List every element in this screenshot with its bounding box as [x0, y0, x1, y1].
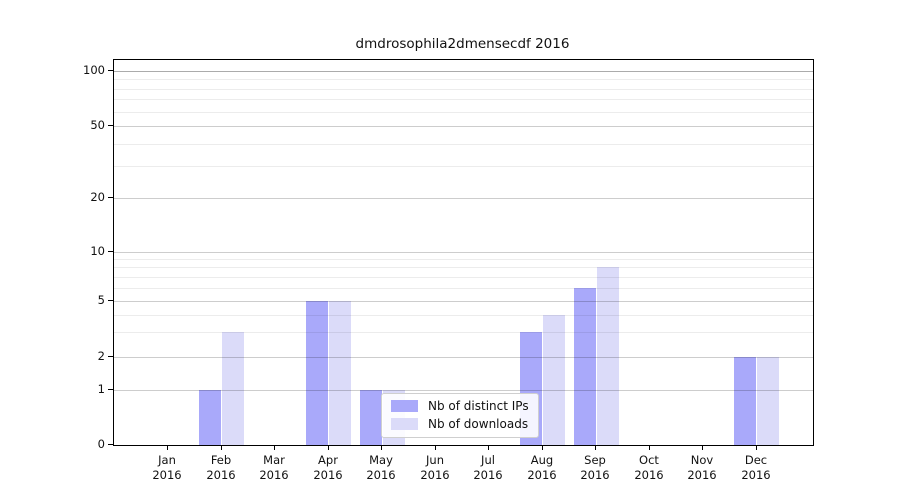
minor-gridline	[114, 277, 813, 278]
x-tick-label: Mar 2016	[259, 453, 289, 482]
x-tick-label: Jun 2016	[420, 453, 450, 482]
bar-downloads	[596, 267, 619, 445]
y-tick-label: 10	[90, 244, 105, 258]
x-tick-mark	[488, 445, 489, 450]
legend-label-downloads: Nb of downloads	[428, 417, 529, 431]
bar-distinct-ips	[734, 356, 756, 445]
x-tick-mark	[542, 445, 543, 450]
x-tick-label: Aug 2016	[527, 453, 557, 482]
x-tick-label: Nov 2016	[687, 453, 717, 482]
major-gridline	[114, 357, 813, 358]
bar-distinct-ips	[199, 390, 221, 445]
chart-title: dmdrosophila2dmensecdf 2016	[355, 36, 570, 52]
major-gridline	[114, 301, 813, 302]
minor-gridline	[114, 166, 813, 167]
legend-swatch-downloads	[391, 418, 418, 430]
minor-gridline	[114, 332, 813, 333]
bar-distinct-ips	[573, 287, 596, 445]
major-gridline	[114, 252, 813, 253]
legend-row-downloads: Nb of downloads	[391, 417, 529, 431]
x-tick-mark	[381, 445, 382, 450]
bar-downloads	[222, 331, 244, 445]
y-tick-mark	[108, 251, 113, 252]
legend-label-distinct-ips: Nb of distinct IPs	[428, 399, 529, 413]
y-tick-mark	[108, 197, 113, 198]
minor-gridline	[114, 112, 813, 113]
bar-downloads	[757, 356, 779, 445]
minor-gridline	[114, 288, 813, 289]
minor-gridline	[114, 99, 813, 100]
y-tick-label: 0	[97, 437, 105, 451]
x-tick-label: Oct 2016	[634, 453, 664, 482]
bar-distinct-ips	[306, 301, 328, 445]
x-tick-mark	[756, 445, 757, 450]
x-tick-label: Dec 2016	[741, 453, 771, 482]
y-tick-label: 5	[97, 293, 105, 307]
y-tick-label: 50	[90, 118, 105, 132]
minor-gridline	[114, 79, 813, 80]
y-tick-label: 20	[90, 190, 105, 204]
y-tick-label: 2	[97, 349, 105, 363]
y-tick-mark	[108, 389, 113, 390]
x-tick-mark	[702, 445, 703, 450]
y-tick-mark	[108, 356, 113, 357]
bar-downloads	[543, 314, 565, 445]
y-tick-mark	[108, 300, 113, 301]
x-tick-label: Feb 2016	[206, 453, 236, 482]
minor-gridline	[114, 315, 813, 316]
y-tick-label: 1	[97, 382, 105, 396]
y-tick-mark	[108, 70, 113, 71]
major-gridline	[114, 198, 813, 199]
x-tick-mark	[649, 445, 650, 450]
x-tick-label: Sep 2016	[580, 453, 610, 482]
x-tick-mark	[274, 445, 275, 450]
minor-gridline	[114, 267, 813, 268]
minor-gridline	[114, 89, 813, 90]
bar-downloads	[329, 301, 351, 445]
bar-distinct-ips	[359, 390, 382, 445]
x-tick-mark	[328, 445, 329, 450]
minor-gridline	[114, 144, 813, 145]
x-tick-label: Apr 2016	[313, 453, 343, 482]
legend-row-distinct-ips: Nb of distinct IPs	[391, 399, 529, 413]
plot-area: Nb of distinct IPs Nb of downloads	[113, 59, 814, 446]
x-tick-mark	[595, 445, 596, 450]
minor-gridline	[114, 259, 813, 260]
x-tick-mark	[167, 445, 168, 450]
x-tick-mark	[221, 445, 222, 450]
x-tick-label: May 2016	[366, 453, 396, 482]
major-gridline	[114, 71, 813, 72]
x-tick-mark	[435, 445, 436, 450]
major-gridline	[114, 390, 813, 391]
y-tick-mark	[108, 444, 113, 445]
x-tick-label: Jul 2016	[473, 453, 503, 482]
major-gridline	[114, 126, 813, 127]
y-tick-mark	[108, 125, 113, 126]
y-tick-label: 100	[83, 63, 105, 77]
x-tick-label: Jan 2016	[152, 453, 182, 482]
legend: Nb of distinct IPs Nb of downloads	[381, 393, 539, 438]
legend-swatch-distinct-ips	[391, 400, 418, 412]
